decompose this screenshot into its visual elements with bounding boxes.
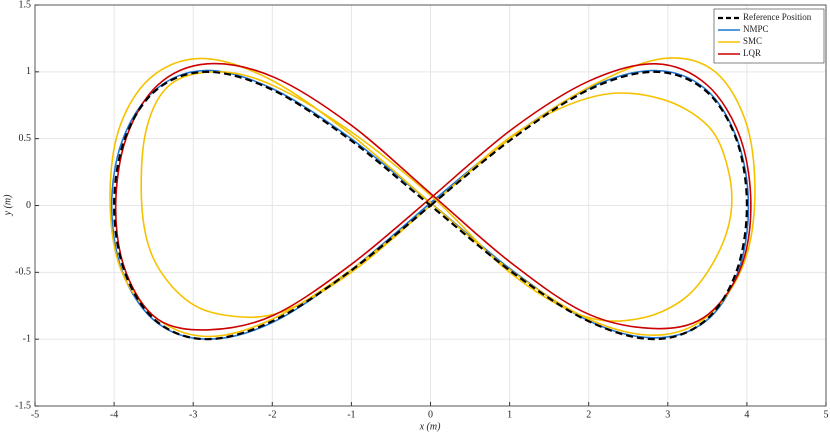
legend: Reference Position NMPC SMC LQR: [713, 8, 825, 64]
x-tick-label: -3: [189, 409, 197, 420]
x-tick-label: -2: [268, 409, 276, 420]
y-tick-label: -0.5: [15, 267, 31, 278]
y-tick-label: 0: [26, 200, 31, 211]
series-line: [114, 62, 752, 331]
x-tick-label: 3: [665, 409, 670, 420]
plot-frame: [34, 4, 827, 407]
y-tick-label: 0.5: [19, 133, 32, 144]
x-tick-label: 2: [586, 409, 591, 420]
legend-label: Reference Position: [743, 12, 812, 22]
legend-label: LQR: [743, 48, 761, 58]
y-tick-label: -1.5: [15, 400, 31, 411]
x-tick-label: 4: [744, 409, 749, 420]
x-tick-label: 0: [428, 409, 433, 420]
y-tick-label: -1: [23, 333, 31, 344]
x-tick-label: -1: [347, 409, 355, 420]
legend-label: NMPC: [743, 24, 769, 34]
x-tick-label: -5: [31, 409, 39, 420]
x-axis-label: x (m): [419, 421, 441, 432]
y-tick-label: 1: [26, 66, 31, 77]
y-tick-label: 1.5: [19, 0, 32, 10]
y-axis-label: y (m): [2, 194, 13, 216]
series-line: [112, 70, 749, 341]
x-tick-label: -4: [110, 409, 118, 420]
legend-label: SMC: [743, 36, 762, 46]
x-tick-label: 1: [507, 409, 512, 420]
x-tick-label: 5: [824, 409, 829, 420]
